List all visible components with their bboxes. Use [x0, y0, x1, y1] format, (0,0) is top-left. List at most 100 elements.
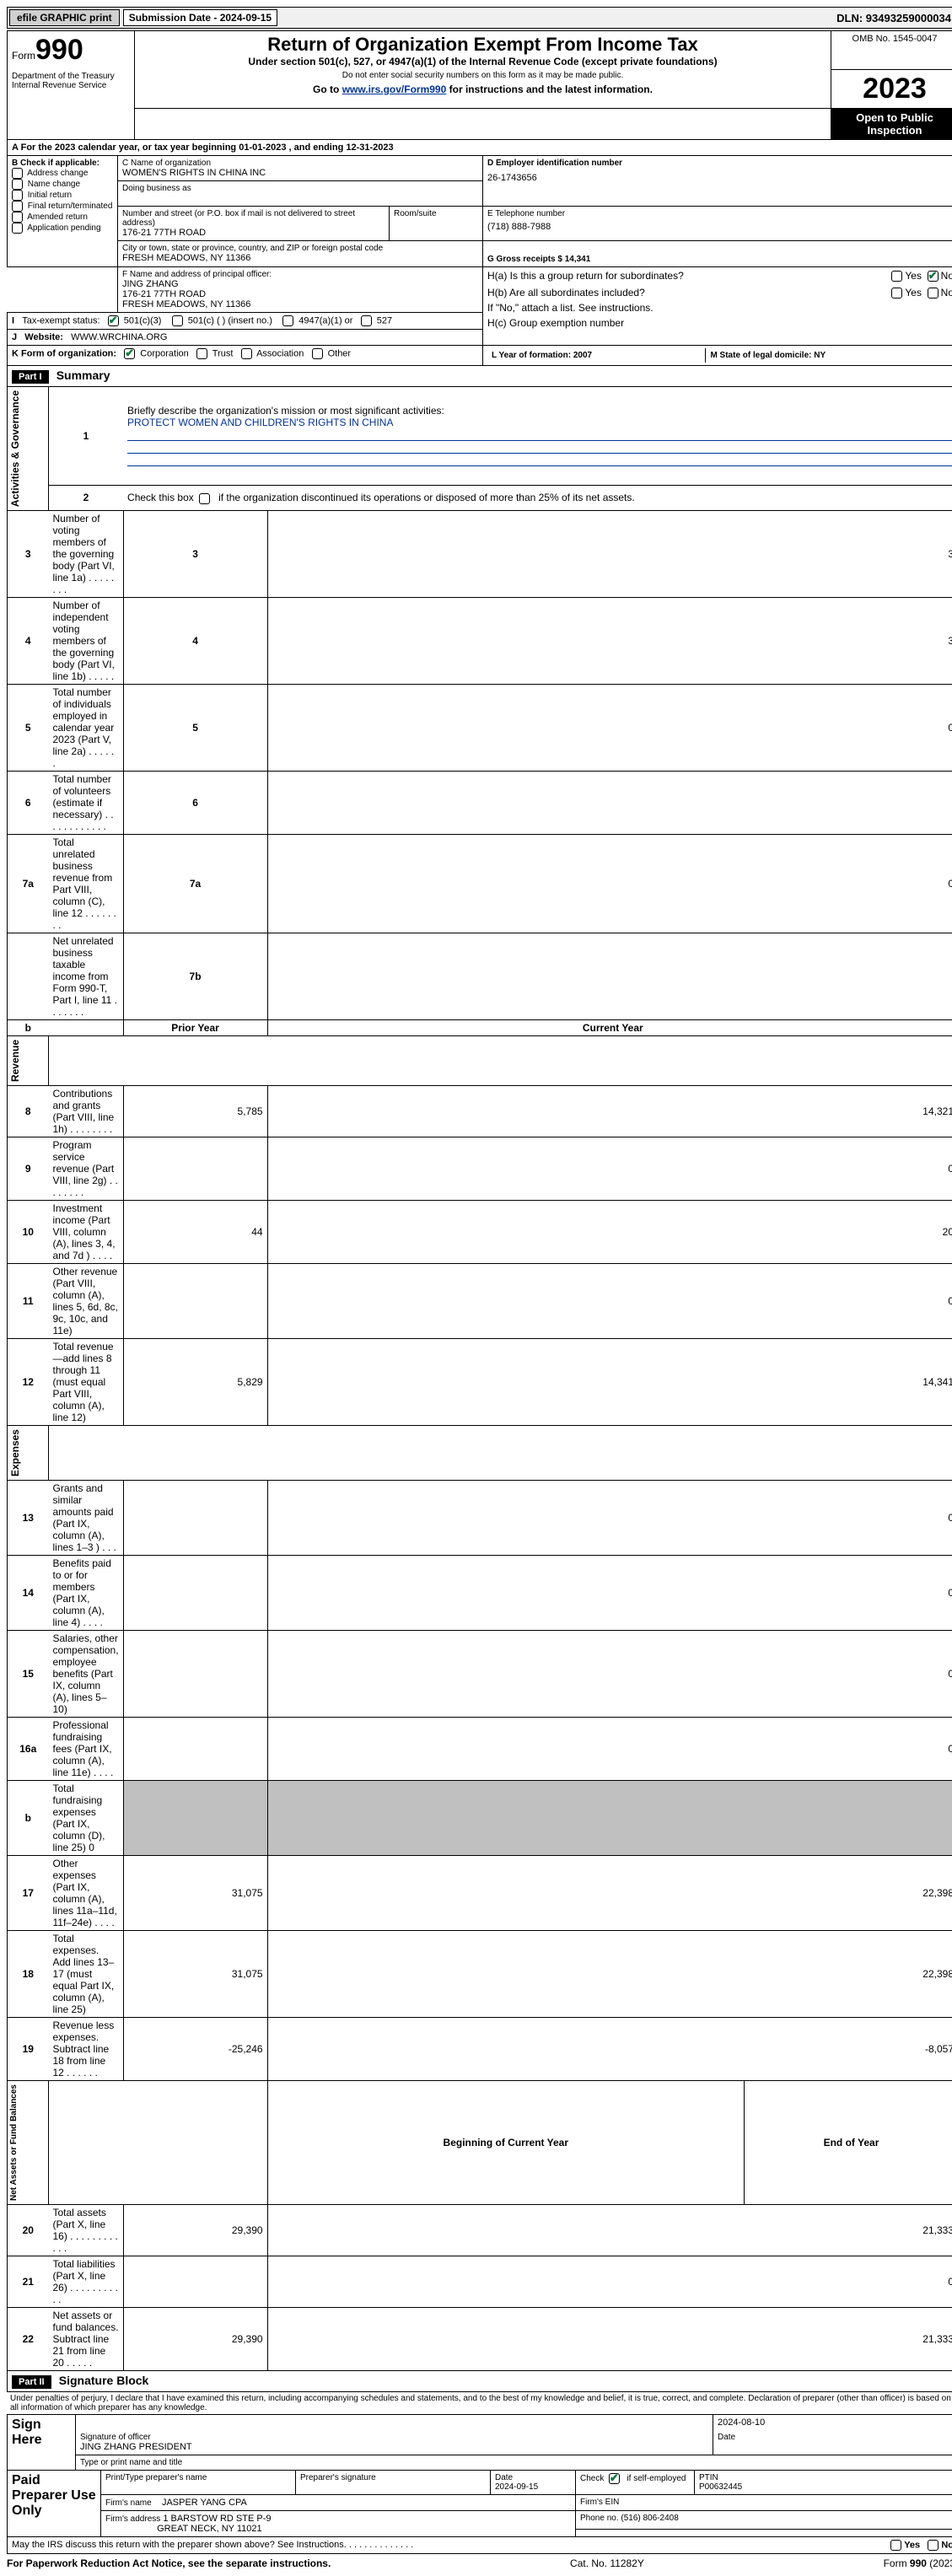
- f-officer-name: JING ZHANG: [122, 279, 478, 289]
- k-assoc-checkbox[interactable]: [241, 348, 252, 359]
- i-501c3-checkbox[interactable]: [108, 315, 119, 326]
- current-value: 22,398: [267, 1930, 952, 2017]
- officer-name: JING ZHANG PRESIDENT: [80, 2442, 708, 2452]
- line-value: 3: [267, 510, 952, 597]
- header-table: Form990 Return of Organization Exempt Fr…: [7, 30, 952, 140]
- side-expenses: Expenses: [8, 1426, 23, 1480]
- c-name-label: C Name of organization: [122, 159, 478, 168]
- b-option: Address change: [12, 168, 113, 179]
- line-j: J Website: WWW.WRCHINA.ORG: [8, 329, 483, 345]
- room-label: Room/suite: [394, 209, 478, 218]
- part2-title: Signature Block: [59, 2374, 149, 2387]
- self-employed-checkbox[interactable]: [609, 2473, 620, 2484]
- submission-date: Submission Date - 2024-09-15: [123, 9, 277, 26]
- line-desc: Other expenses (Part IX, column (A), lin…: [49, 1855, 124, 1930]
- form-title: Return of Organization Exempt From Incom…: [139, 34, 826, 56]
- signature-block: Sign Here 2024-08-10 Signature of office…: [7, 2414, 952, 2471]
- col-current: Current Year: [267, 1019, 952, 1035]
- line-desc: Grants and similar amounts paid (Part IX…: [49, 1480, 124, 1555]
- open-to-public: Open to Public Inspection: [831, 108, 952, 139]
- b-option: Amended return: [12, 212, 113, 223]
- sign-date: 2024-08-10: [713, 2414, 952, 2430]
- prior-value: [123, 1630, 267, 1717]
- line-i: I Tax-exempt status: 501(c)(3) 501(c) ( …: [8, 312, 483, 329]
- line-value: [267, 771, 952, 834]
- dept-treasury: Department of the Treasury Internal Reve…: [8, 69, 135, 139]
- b-option: Final return/terminated: [12, 201, 113, 212]
- street-label: Number and street (or P.O. box if mail i…: [122, 209, 385, 228]
- section-b: B Check if applicable: Address change Na…: [8, 155, 118, 266]
- efile-print-button[interactable]: efile GRAPHIC print: [9, 9, 120, 26]
- d-ein: 26-1743656: [487, 173, 952, 183]
- current-value: 0: [267, 1480, 952, 1555]
- line-value: [267, 933, 952, 1019]
- b-checkbox[interactable]: [12, 212, 23, 223]
- prior-value: 5,785: [123, 1085, 267, 1137]
- ha-no-checkbox[interactable]: [928, 271, 939, 282]
- line-desc: Number of independent voting members of …: [49, 597, 124, 684]
- b-checkbox[interactable]: [12, 223, 23, 234]
- q2-checkbox[interactable]: [199, 493, 210, 504]
- self-employed: Check if self-employed: [576, 2470, 695, 2494]
- omb-number: OMB No. 1545-0047: [831, 31, 952, 70]
- prior-value: 44: [123, 1200, 267, 1263]
- prior-value: -25,246: [123, 2017, 267, 2080]
- g-gross: G Gross receipts $ 14,341: [483, 240, 952, 266]
- line-desc: Revenue less expenses. Subtract line 18 …: [49, 2017, 124, 2080]
- col-beginning: Beginning of Current Year: [267, 2080, 744, 2204]
- side-governance: Activities & Governance: [8, 387, 23, 510]
- line-desc: Program service revenue (Part VIII, line…: [49, 1137, 124, 1200]
- city-label: City or town, state or province, country…: [122, 244, 478, 253]
- h-note: If "No," attach a list. See instructions…: [487, 302, 952, 314]
- current-value: 14,341: [267, 1338, 952, 1425]
- line-desc: Total unrelated business revenue from Pa…: [49, 834, 124, 933]
- b-checkbox[interactable]: [12, 201, 23, 212]
- prior-value: [123, 1555, 267, 1630]
- ha-yes-checkbox[interactable]: [891, 271, 902, 282]
- side-netassets: Net Assets or Fund Balances: [8, 2081, 20, 2204]
- prep-name-label: Print/Type preparer's name: [101, 2470, 296, 2494]
- line-value: 0: [267, 834, 952, 933]
- line-desc: Total liabilities (Part X, line 26) . . …: [49, 2256, 124, 2307]
- discuss-yes-checkbox[interactable]: [890, 2540, 901, 2551]
- discuss-no-checkbox[interactable]: [928, 2540, 939, 2551]
- type-name-label: Type or print name and title: [76, 2455, 952, 2470]
- hb-no-checkbox[interactable]: [928, 288, 939, 298]
- h-b: H(b) Are all subordinates included? Yes …: [487, 287, 952, 298]
- hb-yes-checkbox[interactable]: [891, 288, 902, 298]
- i-527-checkbox[interactable]: [361, 315, 372, 326]
- form990-link[interactable]: www.irs.gov/Form990: [342, 83, 447, 95]
- b-checkbox[interactable]: [12, 190, 23, 201]
- f-officer-addr1: 176-21 77TH ROAD: [122, 289, 478, 299]
- mission-text: PROTECT WOMEN AND CHILDREN'S RIGHTS IN C…: [127, 417, 393, 428]
- i-4947-checkbox[interactable]: [282, 315, 293, 326]
- form-number: 990: [35, 34, 83, 66]
- line-a: A For the 2023 calendar year, or tax yea…: [8, 139, 952, 155]
- line-desc: Total fundraising expenses (Part IX, col…: [49, 1780, 124, 1855]
- i-501c-checkbox[interactable]: [172, 315, 183, 326]
- subtitle-3: Go to www.irs.gov/Form990 for instructio…: [139, 83, 826, 95]
- current-value: -8,057: [267, 2017, 952, 2080]
- current-value: 0: [267, 1555, 952, 1630]
- col-prior: Prior Year: [123, 1019, 267, 1035]
- b-checkbox[interactable]: [12, 168, 23, 179]
- b-option: Name change: [12, 179, 113, 190]
- line-desc: Net assets or fund balances. Subtract li…: [49, 2307, 124, 2370]
- current-value: 21,333: [267, 2204, 952, 2256]
- prior-value: [123, 2256, 267, 2307]
- k-other-checkbox[interactable]: [312, 348, 323, 359]
- firm-address: Firm's address 1 BARSTOW RD STE P-9 GREA…: [101, 2510, 576, 2536]
- b-checkbox[interactable]: [12, 179, 23, 190]
- line-desc: Number of voting members of the governin…: [49, 510, 124, 597]
- current-value: 21,333: [267, 2307, 952, 2370]
- firm-phone: Phone no. (516) 806-2408: [576, 2510, 952, 2529]
- dba-label: Doing business as: [122, 184, 478, 193]
- col-end: End of Year: [744, 2080, 952, 2204]
- d-ein-label: D Employer identification number: [487, 159, 952, 168]
- e-phone: (718) 888-7988: [487, 222, 952, 232]
- date-label: Date: [713, 2430, 952, 2455]
- k-corp-checkbox[interactable]: [124, 348, 135, 359]
- street: 176-21 77TH ROAD: [122, 228, 385, 238]
- k-trust-checkbox[interactable]: [196, 348, 207, 359]
- sig-officer-label: Signature of officer: [80, 2433, 708, 2442]
